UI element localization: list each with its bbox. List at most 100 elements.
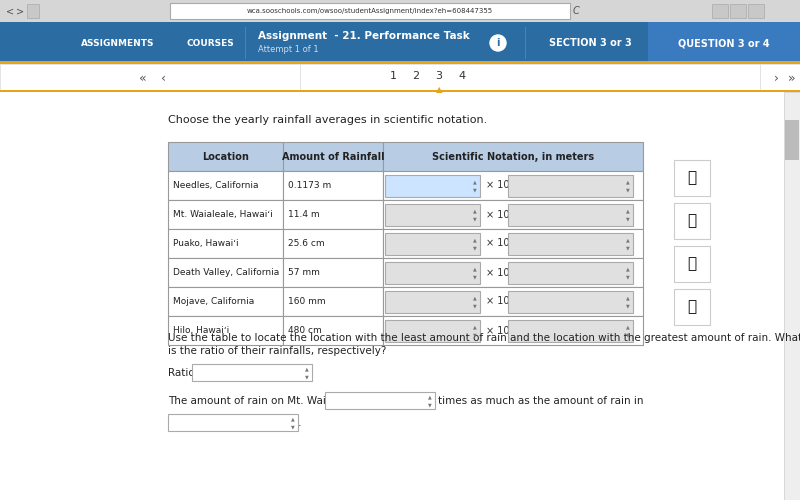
FancyBboxPatch shape xyxy=(385,175,480,197)
Text: × 10: × 10 xyxy=(486,238,510,248)
Bar xyxy=(168,171,283,200)
Text: ▼: ▼ xyxy=(626,245,630,250)
Text: 57 mm: 57 mm xyxy=(288,268,320,277)
Text: Mt. Waialeale, Hawaiʻi: Mt. Waialeale, Hawaiʻi xyxy=(173,210,273,219)
Bar xyxy=(27,4,39,18)
Bar xyxy=(0,92,800,500)
Text: ▼: ▼ xyxy=(473,245,477,250)
Text: × 10: × 10 xyxy=(486,268,510,278)
Text: .: . xyxy=(298,418,302,428)
Bar xyxy=(525,27,526,59)
Bar xyxy=(383,171,643,200)
FancyBboxPatch shape xyxy=(385,233,480,255)
Bar xyxy=(168,316,283,345)
Bar xyxy=(785,120,799,160)
Text: ▲: ▲ xyxy=(291,416,295,422)
Text: ▼: ▼ xyxy=(305,374,309,380)
Text: ▼: ▼ xyxy=(473,303,477,308)
Text: Scientific Notation, in meters: Scientific Notation, in meters xyxy=(432,152,594,162)
Text: i: i xyxy=(496,38,500,48)
FancyBboxPatch shape xyxy=(508,175,633,197)
Text: 480 cm: 480 cm xyxy=(288,326,322,335)
FancyBboxPatch shape xyxy=(385,320,480,342)
FancyBboxPatch shape xyxy=(385,262,480,284)
Text: 11.4 m: 11.4 m xyxy=(288,210,320,219)
Text: 📋: 📋 xyxy=(687,256,697,272)
Text: ▼: ▼ xyxy=(291,424,295,430)
Text: Mojave, California: Mojave, California xyxy=(173,297,254,306)
Text: ▲: ▲ xyxy=(626,324,630,329)
Bar xyxy=(784,92,800,500)
Text: ▲: ▲ xyxy=(473,179,477,184)
Text: ▲: ▲ xyxy=(473,266,477,271)
Bar xyxy=(245,27,246,59)
Text: ▲: ▲ xyxy=(473,295,477,300)
Text: ▲: ▲ xyxy=(626,266,630,271)
Bar xyxy=(283,258,383,287)
Bar xyxy=(0,0,800,22)
Bar xyxy=(748,4,764,18)
Text: »: » xyxy=(788,72,796,85)
Bar xyxy=(383,142,643,171)
Text: ▼: ▼ xyxy=(473,274,477,279)
Bar xyxy=(674,289,710,325)
Text: ASSIGNMENTS: ASSIGNMENTS xyxy=(82,38,154,48)
FancyBboxPatch shape xyxy=(192,364,312,381)
Bar xyxy=(383,287,643,316)
Text: Choose the yearly rainfall averages in scientific notation.: Choose the yearly rainfall averages in s… xyxy=(168,115,487,125)
Bar xyxy=(0,64,300,92)
Text: Hilo, Hawaiʻi: Hilo, Hawaiʻi xyxy=(173,326,230,335)
Bar xyxy=(0,22,800,64)
Text: Assignment  - 21. Performance Task: Assignment - 21. Performance Task xyxy=(258,31,470,41)
Bar xyxy=(383,258,643,287)
Bar xyxy=(168,229,283,258)
Text: ▼: ▼ xyxy=(626,216,630,221)
Text: Ratio =: Ratio = xyxy=(168,368,206,378)
Bar xyxy=(383,229,643,258)
Text: 3: 3 xyxy=(435,71,442,81)
Text: The amount of rain on Mt. Waialeale is: The amount of rain on Mt. Waialeale is xyxy=(168,396,369,406)
Bar xyxy=(712,4,728,18)
FancyBboxPatch shape xyxy=(508,262,633,284)
Bar xyxy=(383,316,643,345)
Text: ▲: ▲ xyxy=(428,394,432,400)
Text: ▼: ▼ xyxy=(626,332,630,337)
Text: ▼: ▼ xyxy=(428,402,432,407)
Text: ▲: ▲ xyxy=(473,237,477,242)
Text: Puako, Hawaiʻi: Puako, Hawaiʻi xyxy=(173,239,238,248)
Text: is the ratio of their rainfalls, respectively?: is the ratio of their rainfalls, respect… xyxy=(168,346,386,356)
Text: ▲: ▲ xyxy=(626,208,630,213)
Text: ▼: ▼ xyxy=(473,216,477,221)
Text: ‹: ‹ xyxy=(161,72,166,85)
FancyBboxPatch shape xyxy=(508,204,633,226)
FancyBboxPatch shape xyxy=(508,291,633,313)
Text: Attempt 1 of 1: Attempt 1 of 1 xyxy=(258,46,318,54)
Bar xyxy=(168,287,283,316)
Text: 🖨: 🖨 xyxy=(687,170,697,186)
Bar xyxy=(674,160,710,196)
Bar xyxy=(730,4,746,18)
Text: SECTION 3 or 3: SECTION 3 or 3 xyxy=(549,38,631,48)
Text: wca.sooschools.com/owsoo/studentAssignment/index?eh=608447355: wca.sooschools.com/owsoo/studentAssignme… xyxy=(247,8,493,14)
Text: ▲: ▲ xyxy=(473,208,477,213)
Text: × 10: × 10 xyxy=(486,180,510,190)
Text: Use the table to locate the location with the least amount of rain and the locat: Use the table to locate the location wit… xyxy=(168,333,800,343)
Bar xyxy=(300,64,760,92)
Text: Location: Location xyxy=(202,152,249,162)
FancyBboxPatch shape xyxy=(168,414,298,431)
Bar xyxy=(283,142,383,171)
Text: 🎤: 🎤 xyxy=(687,300,697,314)
Text: ▲: ▲ xyxy=(626,237,630,242)
Text: 160 mm: 160 mm xyxy=(288,297,326,306)
Text: 0.1173 m: 0.1173 m xyxy=(288,181,331,190)
Text: ▲: ▲ xyxy=(473,324,477,329)
Text: ▲: ▲ xyxy=(436,86,442,94)
Text: times as much as the amount of rain in: times as much as the amount of rain in xyxy=(438,396,643,406)
Bar xyxy=(648,22,800,64)
Text: QUESTION 3 or 4: QUESTION 3 or 4 xyxy=(678,38,770,48)
Text: Needles, California: Needles, California xyxy=(173,181,258,190)
Text: × 10: × 10 xyxy=(486,326,510,336)
FancyBboxPatch shape xyxy=(508,233,633,255)
FancyBboxPatch shape xyxy=(508,320,633,342)
Bar xyxy=(283,316,383,345)
